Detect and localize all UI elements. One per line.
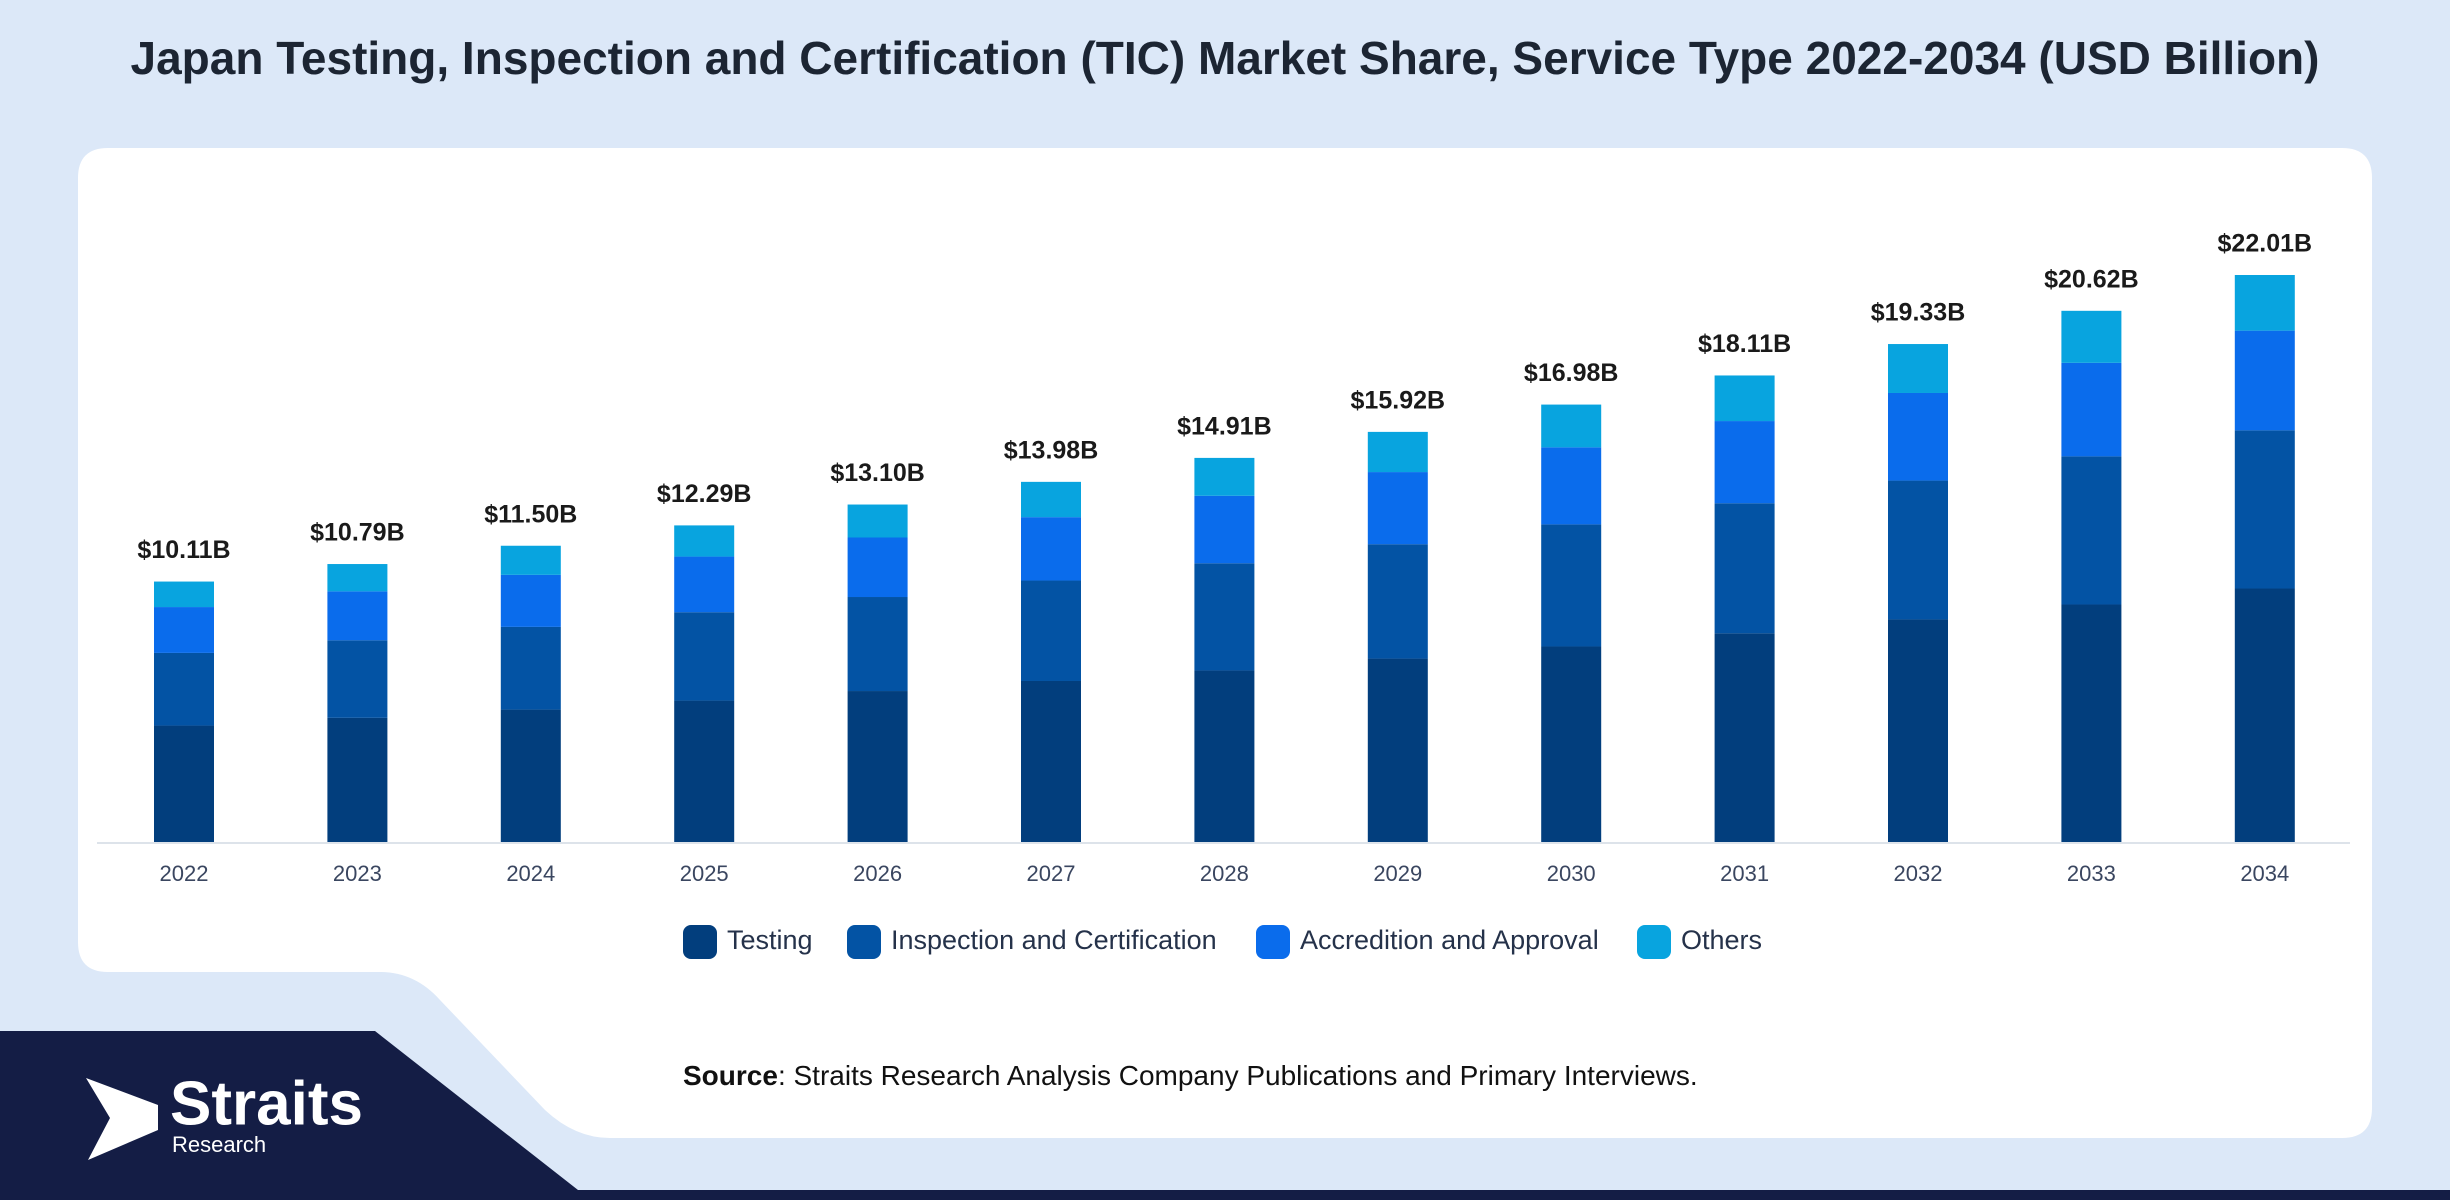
bar-segment xyxy=(1194,563,1255,671)
x-tick-label: 2029 xyxy=(1373,861,1422,886)
bar-segment xyxy=(1367,658,1428,842)
bar-segment xyxy=(500,574,561,627)
bar-segment xyxy=(1541,524,1602,647)
bar-segment xyxy=(674,612,735,701)
bar-segment xyxy=(1367,544,1428,659)
bar-segment xyxy=(1888,480,1948,620)
legend-label: Testing xyxy=(727,925,813,955)
bar-segment xyxy=(1714,375,1775,422)
logo-panel xyxy=(0,1031,2450,1200)
bar-segment xyxy=(1367,472,1428,545)
bar-segment xyxy=(1714,503,1775,634)
bar-segment xyxy=(1194,495,1255,564)
source-label: Source xyxy=(683,1060,778,1091)
legend-label: Others xyxy=(1681,925,1762,955)
legend-swatch xyxy=(847,925,881,959)
total-label: $18.11B xyxy=(1698,330,1791,358)
total-label: $11.50B xyxy=(484,500,577,528)
bar-segment xyxy=(500,626,561,710)
bar-segment xyxy=(500,709,561,842)
bar-segment xyxy=(2234,275,2295,331)
bar-segment xyxy=(154,581,214,608)
bar-segment xyxy=(1021,481,1081,518)
bar-segment xyxy=(1714,633,1775,842)
bar-segment xyxy=(327,564,388,592)
total-label: $16.98B xyxy=(1524,359,1619,387)
x-tick-label: 2023 xyxy=(333,861,382,886)
chart-title: Japan Testing, Inspection and Certificat… xyxy=(131,32,2320,84)
bar-segment xyxy=(327,717,388,842)
bar-segment xyxy=(1021,580,1081,681)
bar-segment xyxy=(1194,457,1255,496)
bar-segment xyxy=(154,607,214,653)
legend-swatch xyxy=(1637,925,1671,959)
x-tick-label: 2033 xyxy=(2067,861,2116,886)
bar-segment xyxy=(674,525,735,557)
bar-segment xyxy=(847,597,908,692)
bar-segment xyxy=(154,725,214,842)
bar-segment xyxy=(847,691,908,842)
bar-segment xyxy=(847,504,908,538)
x-tick-label: 2027 xyxy=(1027,861,1076,886)
legend-swatch xyxy=(683,925,717,959)
total-label: $22.01B xyxy=(2218,230,2313,258)
bar-segment xyxy=(327,591,388,641)
total-label: $15.92B xyxy=(1351,386,1446,414)
bar-segment xyxy=(847,537,908,598)
bar-segment xyxy=(1888,344,1948,393)
bar-segment xyxy=(1367,431,1428,473)
bar-segment xyxy=(1541,404,1602,448)
total-label: $10.11B xyxy=(137,536,230,564)
total-label: $19.33B xyxy=(1871,299,1966,327)
bar-segment xyxy=(1714,421,1775,504)
bar-segment xyxy=(2234,588,2295,842)
total-label: $13.98B xyxy=(1004,436,1099,464)
legend-label: Accredition and Approval xyxy=(1300,925,1599,955)
legend-label: Inspection and Certification xyxy=(891,925,1217,955)
bar-segment xyxy=(1541,646,1602,842)
logo-name: Straits xyxy=(170,1069,363,1138)
x-tick-label: 2024 xyxy=(506,861,555,886)
x-tick-label: 2026 xyxy=(853,861,902,886)
bar-segment xyxy=(1888,619,1948,842)
bar-segment xyxy=(674,700,735,842)
bar-segment xyxy=(2061,456,2122,605)
total-label: $20.62B xyxy=(2044,265,2139,293)
x-tick-label: 2030 xyxy=(1547,861,1596,886)
source-text: : Straits Research Analysis Company Publ… xyxy=(778,1060,1698,1091)
total-label: $14.91B xyxy=(1177,413,1272,441)
bar-segment xyxy=(327,640,388,718)
bar-segment xyxy=(674,556,735,613)
x-tick-label: 2032 xyxy=(1894,861,1943,886)
logo-sub: Research xyxy=(172,1132,266,1157)
bar-segment xyxy=(2234,430,2295,589)
bar-segment xyxy=(1194,670,1255,842)
bar-segment xyxy=(2061,310,2122,363)
bar-segment xyxy=(2061,604,2122,842)
total-label: $10.79B xyxy=(310,519,405,547)
bar-segment xyxy=(500,545,561,575)
x-tick-label: 2028 xyxy=(1200,861,1249,886)
total-label: $13.10B xyxy=(830,459,925,487)
bar-segment xyxy=(2234,330,2295,431)
total-label: $12.29B xyxy=(657,480,752,508)
bar-segment xyxy=(1021,680,1081,842)
x-tick-label: 2031 xyxy=(1720,861,1769,886)
bar-segment xyxy=(1888,392,1948,481)
bar-segment xyxy=(2061,362,2122,457)
bar-segment xyxy=(1541,447,1602,525)
legend-swatch xyxy=(1256,925,1290,959)
bar-segment xyxy=(1021,517,1081,581)
logo-icon xyxy=(86,1078,158,1160)
source: Source: Straits Research Analysis Compan… xyxy=(683,1060,1698,1091)
bar-segment xyxy=(154,652,214,726)
x-tick-label: 2025 xyxy=(680,861,729,886)
x-tick-label: 2022 xyxy=(160,861,209,886)
x-tick-label: 2034 xyxy=(2240,861,2289,886)
